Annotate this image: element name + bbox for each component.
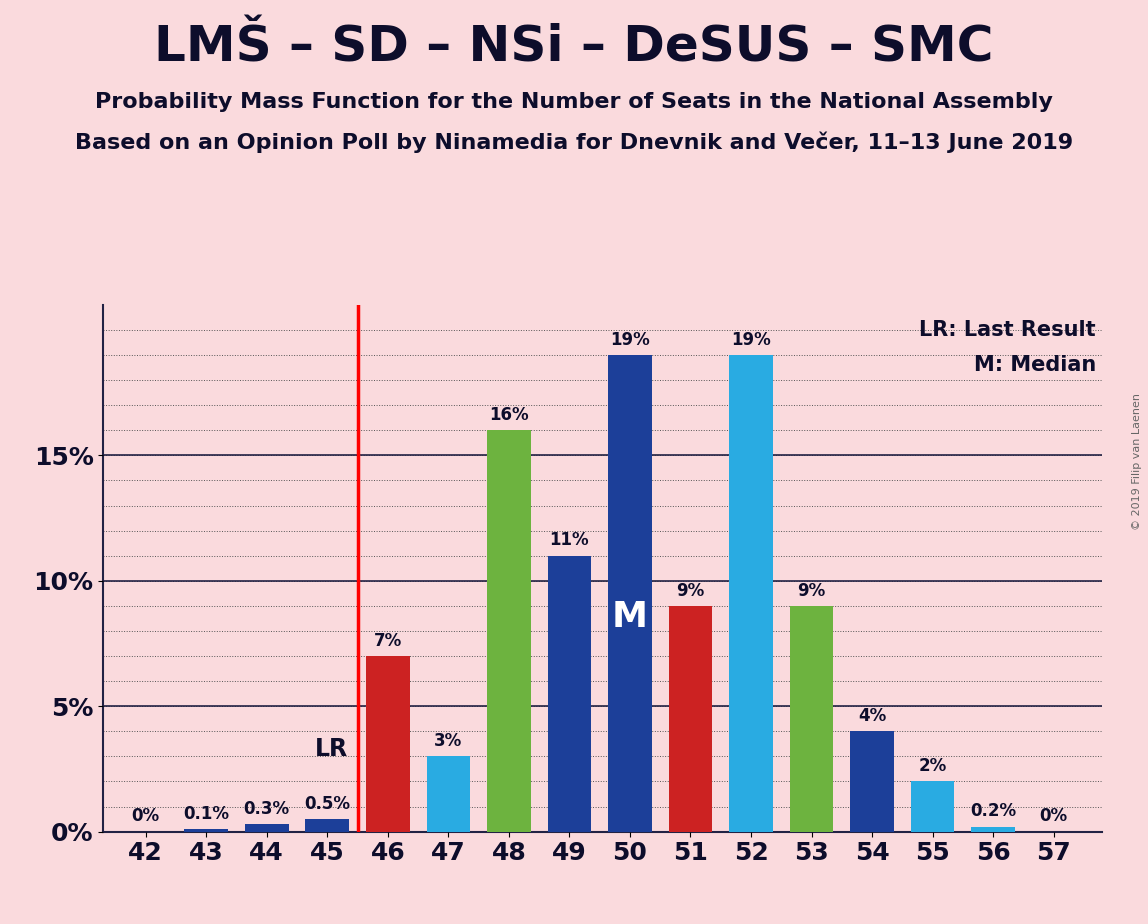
Text: 3%: 3% xyxy=(434,732,463,750)
Bar xyxy=(668,606,712,832)
Bar xyxy=(185,829,228,832)
Bar xyxy=(729,355,773,832)
Bar xyxy=(790,606,833,832)
Text: 0.1%: 0.1% xyxy=(184,805,230,822)
Text: 7%: 7% xyxy=(374,632,402,650)
Text: 0%: 0% xyxy=(1040,808,1068,825)
Text: LR: LR xyxy=(316,737,349,761)
Text: M: M xyxy=(612,601,647,634)
Text: Based on an Opinion Poll by Ninamedia for Dnevnik and Večer, 11–13 June 2019: Based on an Opinion Poll by Ninamedia fo… xyxy=(75,131,1073,152)
Bar xyxy=(487,431,530,832)
Text: 0.5%: 0.5% xyxy=(304,795,350,813)
Text: 2%: 2% xyxy=(918,757,947,775)
Bar xyxy=(427,757,471,832)
Text: LR: Last Result: LR: Last Result xyxy=(920,320,1096,340)
Bar xyxy=(608,355,652,832)
Text: 9%: 9% xyxy=(798,581,825,600)
Text: 19%: 19% xyxy=(610,331,650,349)
Bar xyxy=(245,824,288,832)
Bar xyxy=(548,555,591,832)
Bar xyxy=(910,782,954,832)
Text: 11%: 11% xyxy=(550,531,589,550)
Text: 0.3%: 0.3% xyxy=(243,800,289,818)
Text: 19%: 19% xyxy=(731,331,770,349)
Text: © 2019 Filip van Laenen: © 2019 Filip van Laenen xyxy=(1132,394,1142,530)
Bar xyxy=(971,827,1015,832)
Text: 0.2%: 0.2% xyxy=(970,802,1016,821)
Text: 16%: 16% xyxy=(489,406,529,424)
Text: 0%: 0% xyxy=(132,808,160,825)
Text: 4%: 4% xyxy=(858,707,886,725)
Bar xyxy=(851,731,894,832)
Text: 9%: 9% xyxy=(676,581,705,600)
Bar xyxy=(366,656,410,832)
Text: M: Median: M: Median xyxy=(974,355,1096,375)
Text: LMŠ – SD – NSi – DeSUS – SMC: LMŠ – SD – NSi – DeSUS – SMC xyxy=(154,23,994,71)
Text: Probability Mass Function for the Number of Seats in the National Assembly: Probability Mass Function for the Number… xyxy=(95,92,1053,113)
Bar xyxy=(305,819,349,832)
